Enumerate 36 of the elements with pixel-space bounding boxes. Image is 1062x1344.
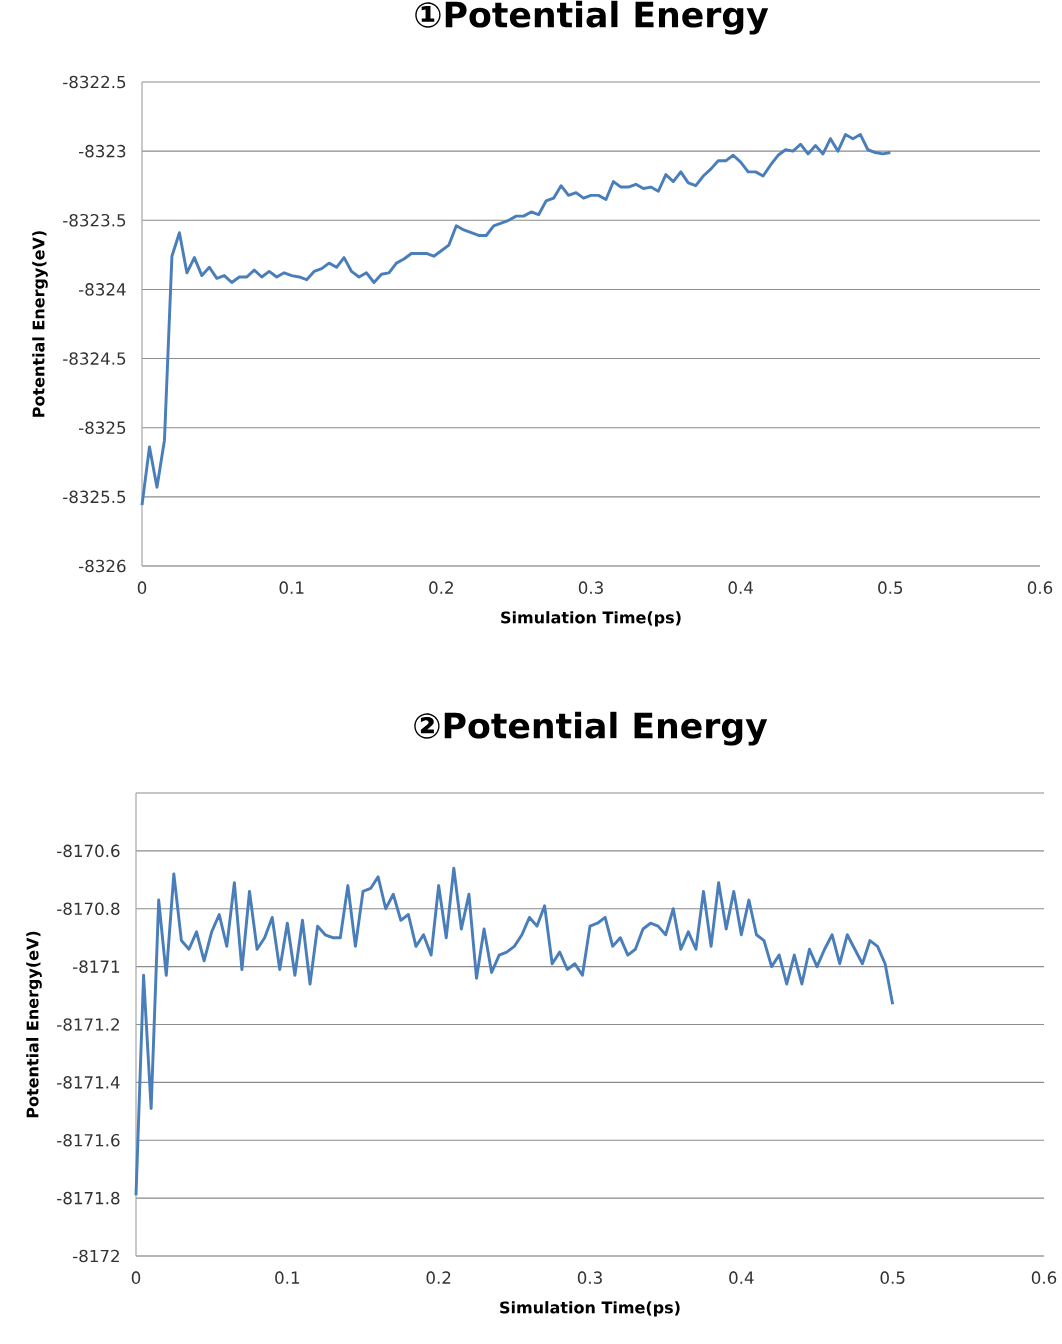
y-tick-label: -8323.5 [63,213,126,227]
x-tick-label: 0.6 [1031,1271,1057,1284]
y-tick-label: -8170.8 [57,902,120,916]
y-tick-label: -8172 [73,1249,119,1263]
x-tick-label: 0.4 [728,581,753,594]
x-tick-label: 0.3 [577,1271,602,1284]
y-tick-label: -8171.8 [57,1191,120,1205]
y-tick-label: -8323 [79,144,126,158]
x-tick-label: 0.3 [578,581,603,594]
x-tick-label: 0 [137,581,147,594]
y-tick-label: -8324 [79,283,126,296]
y-tick-label: -8322.5 [63,75,126,89]
y-tick-label: -8325.5 [63,490,126,504]
x-tick-label: 0 [131,1271,141,1284]
x-tick-label: 0.5 [880,1271,905,1284]
x-tick-label: 0.6 [1027,581,1053,594]
x-axis-title: Simulation Time(ps) [500,1301,680,1317]
x-tick-label: 0.1 [279,581,304,594]
x-tick-label: 0.1 [275,1271,300,1284]
y-tick-label: -8171.4 [57,1076,120,1089]
y-axis-title: Potential Energy(eV) [32,231,48,417]
y-tick-label: -8171.6 [57,1133,120,1147]
x-tick-label: 0.2 [426,1271,451,1284]
x-tick-label: 0.4 [729,1271,754,1284]
y-tick-label: -8325 [79,421,126,434]
y-tick-label: -8324.5 [63,352,126,365]
y-tick-label: -8326 [79,559,126,573]
y-tick-label: -8170.6 [57,844,120,858]
chart-title: ②Potential Energy [414,711,768,746]
y-tick-label: -8171.2 [57,1018,119,1031]
y-tick-label: -8171 [73,960,120,973]
chart-title: ①Potential Energy [415,0,769,35]
x-tick-label: 0.5 [878,581,903,594]
y-axis-title: Potential Energy(eV) [26,931,42,1118]
x-axis-title: Simulation Time(ps) [501,611,681,627]
x-tick-label: 0.2 [429,581,453,594]
